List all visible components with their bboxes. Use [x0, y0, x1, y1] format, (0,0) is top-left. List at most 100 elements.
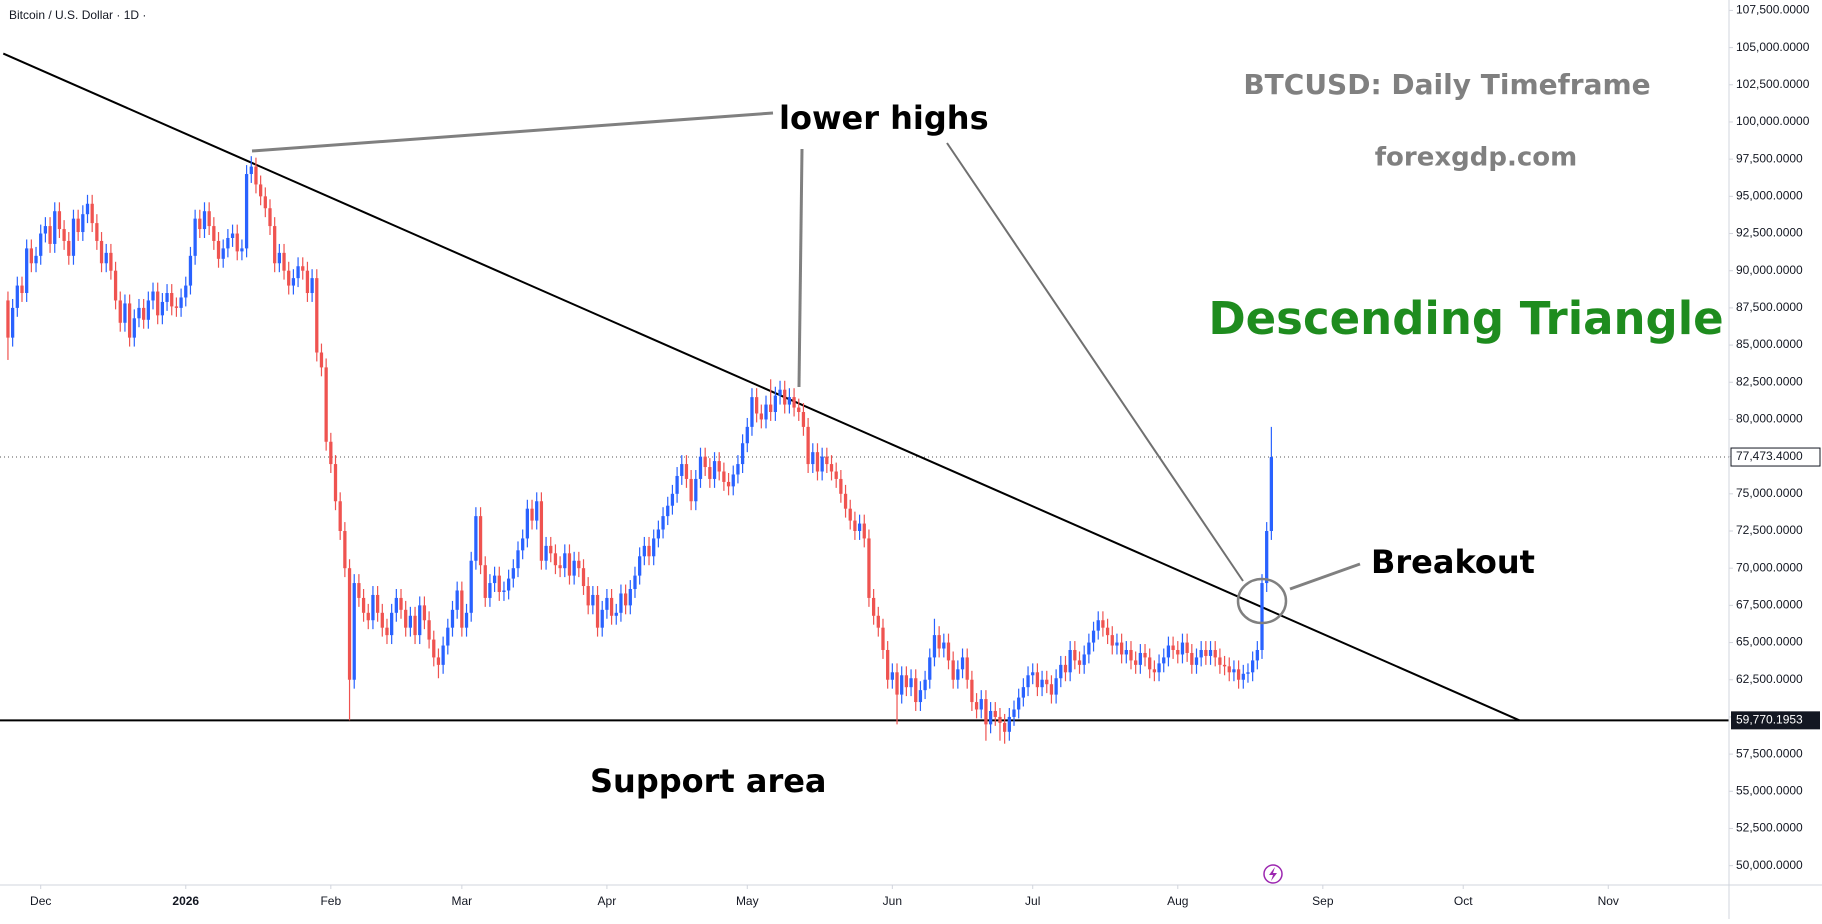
candle-body — [974, 702, 979, 710]
candle-body — [1157, 663, 1161, 673]
candle-body — [623, 593, 628, 606]
candle-body — [29, 248, 33, 264]
x-tick-label: 2026 — [172, 894, 199, 908]
last-price-box — [1730, 447, 1821, 467]
candle-body — [521, 538, 525, 551]
candle-body — [15, 285, 19, 308]
candle-body — [1255, 649, 1259, 661]
candle-body — [258, 184, 263, 197]
candle-body — [848, 508, 852, 521]
candle-body — [81, 214, 85, 233]
candle-body — [656, 529, 661, 539]
candle-body — [909, 678, 913, 688]
pointer-line — [797, 148, 804, 388]
candle-body — [1236, 669, 1241, 680]
candle-body — [1003, 722, 1007, 732]
candle-body — [764, 404, 768, 420]
candle-body — [834, 471, 838, 479]
candle-body — [160, 301, 165, 316]
candle-body — [1007, 716, 1011, 732]
candle-body — [666, 505, 670, 517]
candle-body — [263, 196, 267, 209]
candle-body — [614, 612, 618, 616]
candle-body — [811, 452, 815, 465]
candle-body — [151, 291, 155, 301]
y-tick-label: 102,500.0000 — [1736, 77, 1810, 91]
candle-body — [244, 174, 249, 249]
support-price-box — [1731, 711, 1820, 730]
x-tick-label: May — [736, 894, 759, 908]
candle-body — [198, 218, 202, 230]
candle-body — [638, 556, 642, 576]
candle-body — [1012, 709, 1016, 717]
candle-body — [240, 248, 244, 252]
candle-body — [394, 597, 398, 613]
candle-body — [1138, 652, 1142, 665]
alert-icon-bolt — [1269, 867, 1277, 881]
candle-body — [132, 318, 136, 338]
candle-body — [670, 493, 675, 506]
candle-body — [179, 297, 183, 308]
x-tick-label: Mar — [452, 894, 473, 908]
x-tick-label: Sep — [1312, 894, 1334, 908]
candle-body — [783, 389, 787, 405]
candle-body — [1222, 664, 1227, 667]
candle-body — [142, 307, 146, 320]
candle-body — [759, 413, 763, 420]
candle-body — [1096, 620, 1100, 631]
candle-body — [1194, 657, 1199, 665]
y-tick-label: 52,500.0000 — [1736, 821, 1803, 835]
candle-body — [979, 699, 983, 710]
candle-body — [1241, 673, 1245, 680]
candle-body — [1148, 657, 1152, 670]
candle-body — [455, 590, 459, 610]
candle-body — [703, 456, 707, 468]
candle-body — [338, 501, 342, 531]
candle-body — [333, 464, 338, 502]
candle-body — [857, 523, 862, 531]
candle-body — [1059, 664, 1063, 679]
candle-body — [960, 657, 965, 670]
candle-body — [609, 597, 614, 616]
candle-body — [525, 508, 529, 539]
candle-body — [815, 452, 820, 472]
y-tick-label: 67,500.0000 — [1736, 598, 1803, 612]
candle-body — [404, 609, 408, 628]
candle-body — [591, 594, 595, 606]
y-tick-label: 70,000.0000 — [1736, 560, 1803, 574]
candle-body — [118, 300, 122, 323]
candle-body — [357, 583, 361, 598]
candle-body — [900, 675, 904, 695]
candle-body — [740, 443, 745, 465]
candle-body — [750, 397, 754, 427]
candle-body — [755, 397, 759, 414]
candle-body — [207, 211, 211, 227]
candle-body — [282, 252, 286, 271]
candle-body — [1017, 697, 1021, 710]
candle-body — [1227, 666, 1231, 673]
candle-body — [254, 166, 258, 185]
candle-body — [310, 278, 314, 294]
x-tick-label: Dec — [30, 894, 51, 908]
candle-body — [951, 660, 955, 680]
candle-body — [460, 590, 464, 628]
candle-body — [90, 203, 94, 224]
candle-body — [1124, 649, 1128, 655]
candle-body — [1171, 645, 1175, 650]
candle-body — [319, 352, 324, 368]
candle-body — [801, 412, 806, 427]
candle-body — [553, 553, 558, 566]
candle-body — [1045, 679, 1049, 685]
candle-body — [871, 597, 876, 616]
candle-body — [1185, 642, 1189, 653]
candle-body — [946, 642, 951, 661]
candle-body — [1040, 679, 1044, 688]
x-tick-label: Aug — [1167, 894, 1188, 908]
y-tick-label: 90,000.0000 — [1736, 263, 1803, 277]
candle-body — [1054, 678, 1058, 695]
candle-body — [839, 478, 843, 494]
candle-body — [1251, 660, 1255, 673]
pointer-line — [1289, 562, 1361, 591]
candle-body — [773, 395, 777, 413]
